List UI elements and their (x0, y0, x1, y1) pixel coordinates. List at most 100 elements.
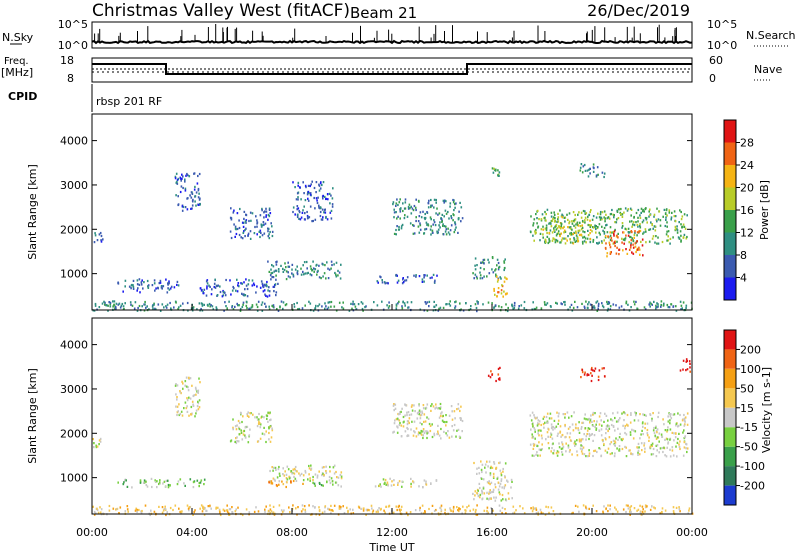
heatmap-cell (241, 282, 243, 285)
heatmap-cell (487, 511, 489, 514)
heatmap-cell (413, 274, 415, 277)
heatmap-cell (146, 485, 149, 488)
heatmap-cell (396, 225, 398, 228)
heatmap-cell (667, 415, 669, 418)
nsky-panel (91, 21, 693, 49)
heatmap-cell (180, 410, 183, 413)
heatmap-cell (558, 412, 560, 415)
heatmap-cell (545, 415, 548, 419)
heatmap-cell (482, 478, 485, 481)
heatmap-cell (670, 218, 672, 221)
heatmap-cell (244, 294, 247, 297)
heatmap-cell (149, 513, 151, 517)
heatmap-cell (410, 428, 412, 431)
heatmap-cell (304, 471, 307, 474)
heatmap-cell (672, 236, 674, 239)
heatmap-cell (533, 239, 535, 242)
heatmap-cell (511, 304, 513, 307)
heatmap-cell (553, 213, 556, 216)
heatmap-cell (198, 406, 201, 409)
heatmap-cell (640, 211, 642, 214)
heatmap-cell (324, 307, 326, 310)
heatmap-cell (418, 409, 421, 412)
heatmap-cell (633, 224, 636, 227)
heatmap-cell (325, 471, 328, 475)
heatmap-cell (577, 428, 580, 432)
heatmap-cell (593, 369, 596, 373)
heatmap-cell (632, 429, 635, 432)
heatmap-cell (264, 222, 267, 225)
heatmap-cell (492, 488, 495, 491)
heatmap-cell (436, 433, 438, 436)
heatmap-cell (643, 442, 646, 445)
heatmap-cell (495, 268, 497, 271)
heatmap-cell (449, 205, 451, 208)
heatmap-cell (589, 219, 591, 222)
heatmap-cell (259, 423, 262, 426)
heatmap-cell (636, 231, 639, 234)
heatmap-cell (426, 436, 428, 440)
heatmap-cell (198, 192, 200, 195)
heatmap-cell (591, 374, 593, 377)
heatmap-cell (578, 438, 581, 441)
heatmap-cell (483, 492, 486, 495)
heatmap-cell (410, 212, 413, 215)
heatmap-cell (629, 421, 632, 424)
heatmap-cell (576, 439, 578, 442)
heatmap-cell (390, 484, 393, 487)
heatmap-cell (203, 303, 205, 306)
heatmap-cell (275, 294, 277, 297)
heatmap-cell (270, 480, 273, 483)
heatmap-cell (399, 198, 401, 201)
heatmap-cell (200, 479, 203, 482)
heatmap-cell (536, 222, 538, 225)
heatmap-cell (541, 437, 543, 440)
heatmap-cell (297, 213, 299, 216)
heatmap-cell (489, 474, 492, 477)
heatmap-cell (685, 237, 688, 240)
heatmap-cell (497, 261, 500, 265)
heatmap-cell (579, 166, 582, 169)
heatmap-cell (672, 510, 675, 513)
heatmap-cell (444, 199, 446, 202)
heatmap-cell (624, 445, 626, 448)
heatmap-cell (564, 242, 567, 245)
heatmap-cell (440, 437, 442, 440)
heatmap-cell (535, 507, 537, 510)
heatmap-cell (661, 240, 664, 244)
heatmap-cell (603, 230, 606, 234)
heatmap-cell (307, 190, 310, 193)
heatmap-cell (256, 416, 258, 419)
heatmap-cell (570, 415, 573, 418)
heatmap-cell (628, 231, 630, 234)
heatmap-cell (287, 271, 289, 274)
y-tick-label: 1000 (60, 472, 88, 485)
heatmap-cell (303, 505, 306, 508)
heatmap-cell (584, 413, 586, 416)
colorbar-tick-label: 100 (740, 363, 761, 376)
heatmap-cell (473, 461, 475, 465)
heatmap-cell (308, 464, 310, 468)
heatmap-cell (296, 192, 299, 195)
heatmap-cell (457, 509, 459, 512)
heatmap-cell (629, 246, 632, 249)
heatmap-cell (661, 446, 664, 450)
heatmap-cell (669, 428, 672, 431)
heatmap-cell (673, 511, 675, 514)
heatmap-cell (625, 446, 627, 449)
heatmap-cell (533, 454, 535, 457)
heatmap-cell (118, 512, 120, 515)
heatmap-cell (415, 198, 417, 201)
heatmap-cell (565, 450, 567, 453)
heatmap-cell (309, 205, 312, 208)
heatmap-cell (686, 214, 688, 217)
heatmap-cell (583, 163, 586, 167)
heatmap-cell (99, 511, 102, 514)
heatmap-cell (205, 294, 208, 297)
heatmap-cell (427, 202, 430, 205)
heatmap-cell (285, 473, 288, 476)
heatmap-cell (495, 513, 497, 516)
heatmap-cell (603, 226, 606, 230)
heatmap-cell (451, 425, 453, 428)
heatmap-cell (602, 512, 605, 515)
